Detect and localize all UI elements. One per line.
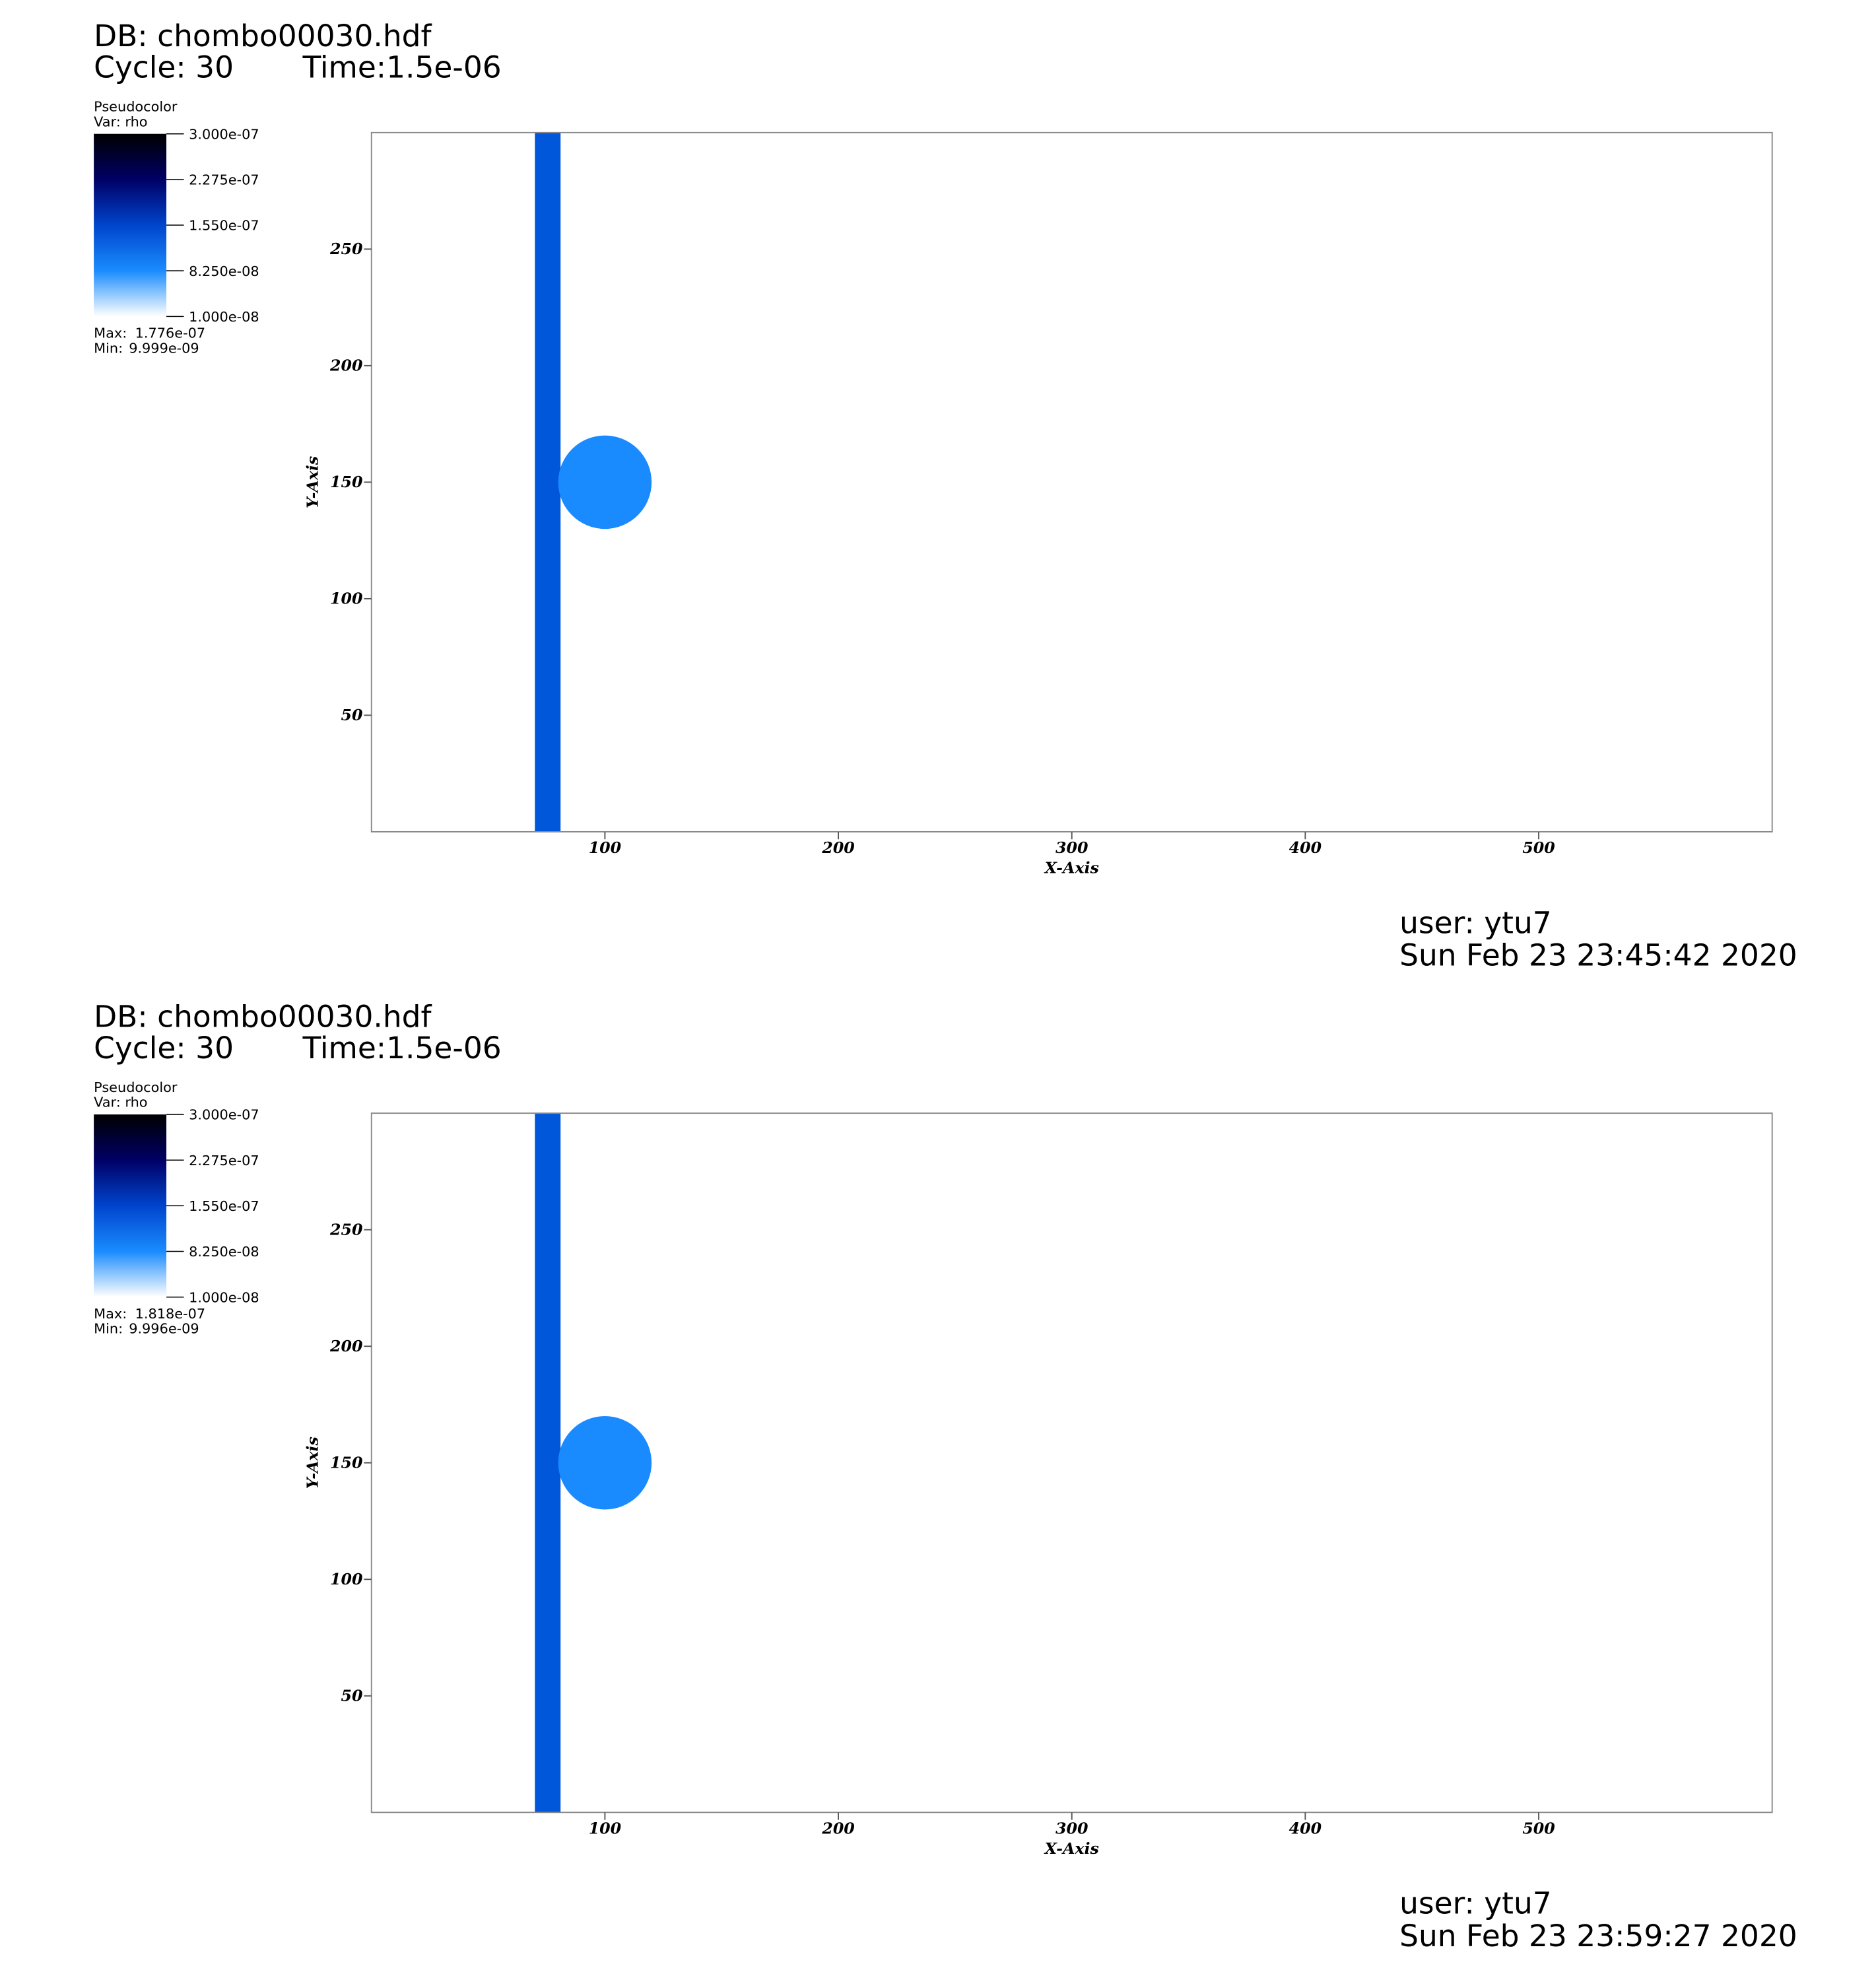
min-value: 9.996e-09 [129,1321,199,1337]
band [535,132,561,832]
min-label: Min: [94,1321,123,1337]
max-label: Max: [94,1306,127,1322]
date: Sun Feb 23 23:45:42 2020 [1399,938,1797,973]
circle [558,1416,652,1510]
y-tick-label: 100 [330,589,363,607]
colorbar-tick-label: 1.550e-07 [189,1198,259,1214]
time: Time:1.5e-06 [302,1031,502,1066]
user: user: ytu7 [1399,1886,1552,1921]
circle [558,435,652,529]
colorbar-tick-label: 3.000e-07 [189,126,259,142]
y-tick-label: 200 [329,356,363,374]
band [535,1113,561,1813]
db-name: DB: chombo00030.hdf [94,18,432,53]
max-value: 1.776e-07 [135,325,205,341]
legend-title: Pseudocolor [94,99,178,115]
colorbar-tick-label: 8.250e-08 [189,1244,259,1260]
y-tick-label: 50 [341,1686,363,1705]
y-tick-label: 250 [329,240,363,258]
cycle: Cycle: 30 [94,50,234,85]
legend-variable: Var: rho [94,114,147,129]
db-name: DB: chombo00030.hdf [94,999,432,1034]
colorbar [94,133,167,317]
y-tick-label: 250 [329,1220,363,1239]
time: Time:1.5e-06 [302,50,502,85]
y-tick-label: 150 [330,473,363,491]
x-tick-label: 500 [1522,838,1555,857]
colorbar-tick-label: 2.275e-07 [189,172,259,187]
x-tick-label: 500 [1522,1819,1555,1837]
legend-variable: Var: rho [94,1095,147,1110]
x-tick-label: 400 [1289,1819,1322,1837]
colorbar-tick-label: 8.250e-08 [189,263,259,279]
x-axis-label: X-Axis [1044,1839,1099,1858]
y-tick-label: 200 [329,1337,363,1355]
colorbar-tick-label: 3.000e-07 [189,1107,259,1123]
y-tick-label: 150 [330,1453,363,1472]
user: user: ytu7 [1399,905,1552,940]
x-tick-label: 300 [1055,838,1089,857]
max-label: Max: [94,325,127,341]
max-value: 1.818e-07 [135,1306,205,1322]
cycle: Cycle: 30 [94,1031,234,1066]
colorbar [94,1114,167,1297]
x-tick-label: 100 [589,1819,622,1837]
min-value: 9.999e-09 [129,340,199,356]
colorbar-tick-label: 1.550e-07 [189,218,259,234]
colorbar-tick-label: 2.275e-07 [189,1153,259,1169]
min-label: Min: [94,340,123,356]
colorbar-tick-label: 1.000e-08 [189,309,259,325]
x-tick-label: 200 [821,1819,855,1837]
date: Sun Feb 23 23:59:27 2020 [1399,1919,1797,1953]
x-tick-label: 200 [821,838,855,857]
y-tick-label: 50 [341,706,363,724]
y-axis-label: Y-Axis [303,456,321,508]
x-tick-label: 300 [1055,1819,1089,1837]
x-tick-label: 400 [1289,838,1322,857]
colorbar-tick-label: 1.000e-08 [189,1289,259,1305]
y-tick-label: 100 [330,1570,363,1588]
x-axis-label: X-Axis [1044,858,1099,877]
y-axis-label: Y-Axis [303,1437,321,1489]
x-tick-label: 100 [589,838,622,857]
legend-title: Pseudocolor [94,1079,178,1095]
